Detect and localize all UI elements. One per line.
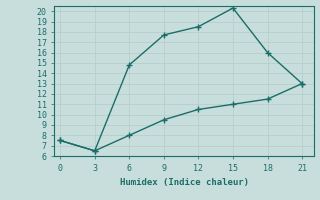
X-axis label: Humidex (Indice chaleur): Humidex (Indice chaleur) [119,178,249,187]
